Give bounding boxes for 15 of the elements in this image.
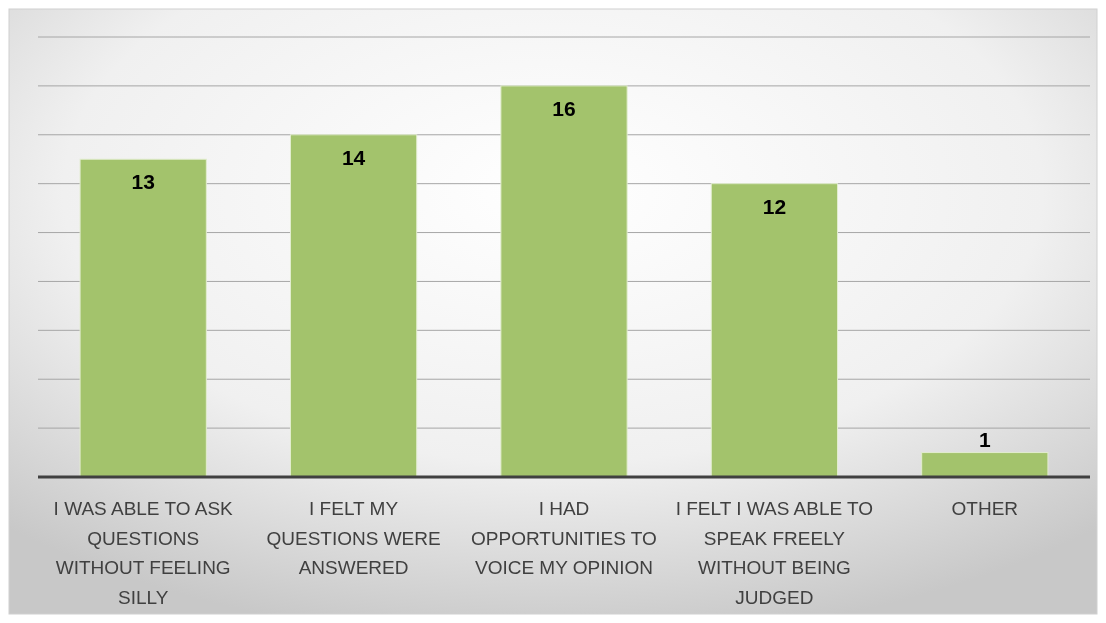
data-label: 14 (341, 145, 366, 169)
data-label: 12 (762, 194, 787, 218)
data-label: 16 (552, 96, 576, 120)
x-tick-label: I HAD OPPORTUNITIES TO VOICE MY OPINION (471, 498, 657, 578)
bar (289, 134, 418, 478)
data-label: 13 (131, 170, 155, 194)
x-tick-label: OTHER (951, 498, 1019, 519)
bar (710, 183, 839, 478)
x-tick-label: I FELT MY QUESTIONS WERE ANSWERED (266, 498, 441, 578)
data-label: 1 (978, 427, 991, 451)
bar (79, 158, 207, 478)
bar (500, 85, 628, 478)
x-tick-label: I FELT I WAS ABLE TO SPEAK FREELY WITHOUT BEING JUDGED (675, 498, 874, 608)
x-tick-label: I WAS ABLE TO ASK QUESTIONS WITHOUT FEELING SILLY (53, 498, 234, 608)
bar (921, 452, 1049, 478)
